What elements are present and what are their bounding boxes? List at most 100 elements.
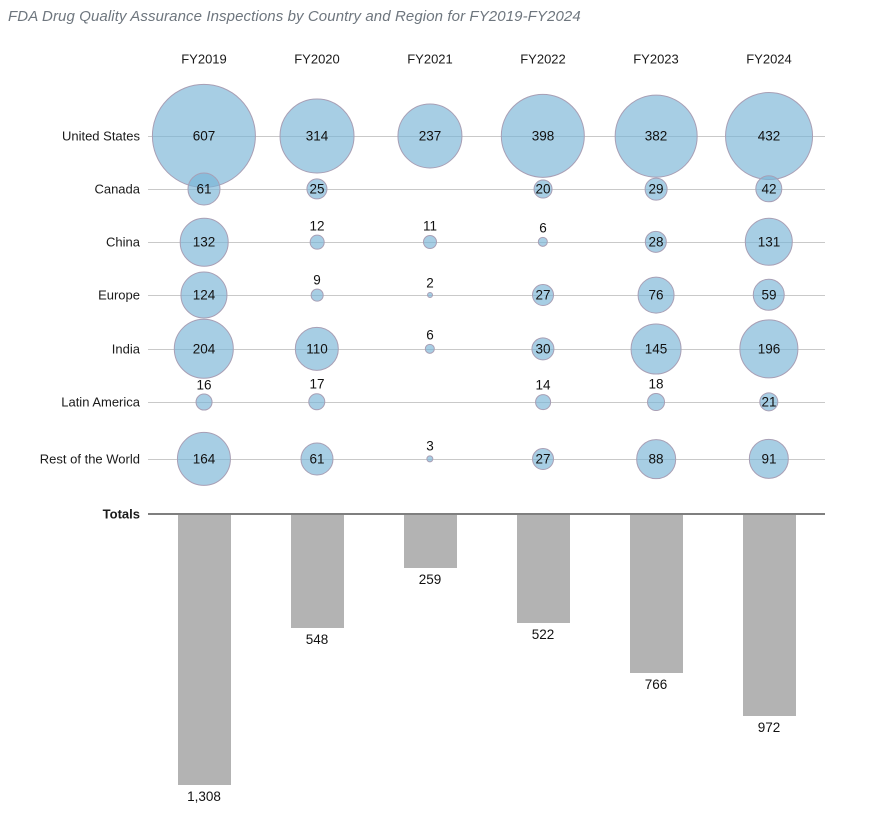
total-bar-label: 259	[418, 572, 442, 588]
bubble	[532, 284, 554, 306]
bubble-value-label: 16	[196, 377, 212, 393]
row-label: Rest of the World	[39, 451, 140, 467]
row-label: India	[111, 341, 140, 357]
bubble	[630, 323, 682, 375]
totals-row-label: Totals	[102, 506, 140, 522]
bubble-value-label: 27	[535, 451, 551, 467]
bubble	[637, 276, 675, 314]
bubble-value-label: 6	[426, 327, 434, 343]
bubble-value-label: 124	[192, 287, 216, 303]
bubble	[195, 393, 213, 411]
bubble	[310, 288, 324, 302]
bubble-value-label: 6	[539, 220, 547, 236]
bubble-value-label: 25	[309, 181, 325, 197]
bubble	[300, 442, 334, 476]
total-bar-label: 766	[644, 677, 668, 693]
totals-baseline	[148, 513, 825, 515]
column-header-fy2022: FY2022	[520, 51, 566, 67]
bubble-value-label: 145	[644, 341, 668, 357]
row-gridline	[148, 295, 825, 296]
bubble	[309, 234, 325, 250]
bubble	[759, 392, 779, 412]
bubble	[500, 93, 586, 179]
bubble-value-label: 20	[535, 181, 551, 197]
bubble-value-label: 17	[309, 376, 325, 392]
bubble-value-label: 61	[196, 181, 212, 197]
bubble-value-label: 382	[644, 128, 668, 144]
bubble	[397, 103, 463, 169]
bubble	[279, 98, 355, 174]
bubble	[531, 337, 555, 361]
bubble	[424, 343, 436, 355]
bubble	[636, 439, 676, 479]
bubble	[176, 431, 232, 487]
row-label: Latin America	[61, 394, 140, 410]
bubble-value-label: 88	[648, 451, 664, 467]
total-bar-label: 548	[305, 632, 329, 648]
row-gridline	[148, 189, 825, 190]
bubble	[537, 236, 549, 248]
bubble	[422, 234, 438, 250]
total-bar-label: 972	[757, 719, 781, 735]
row-gridline	[148, 349, 825, 350]
total-bar	[742, 515, 796, 716]
row-label: Europe	[98, 287, 140, 303]
bubble	[739, 319, 799, 379]
bubble-value-label: 398	[531, 128, 555, 144]
bubble-value-label: 11	[422, 218, 438, 234]
bubble	[644, 177, 668, 201]
row-label: United States	[61, 128, 140, 144]
total-bar-label: 522	[531, 626, 555, 642]
bubble	[744, 217, 794, 267]
bubble-value-label: 21	[761, 394, 777, 410]
bubble	[308, 393, 326, 411]
bubble-value-label: 237	[418, 128, 442, 144]
bubble-value-label: 18	[648, 376, 664, 392]
bubble	[725, 92, 813, 180]
row-gridline	[148, 402, 825, 403]
bubble	[748, 438, 790, 480]
bubble	[426, 455, 434, 463]
bubble	[187, 172, 221, 206]
bubble-value-label: 12	[309, 218, 325, 234]
bubble	[294, 326, 340, 372]
bubble	[306, 178, 328, 200]
row-label: Canada	[94, 181, 140, 197]
row-label: China	[106, 234, 140, 250]
column-header-fy2023: FY2023	[633, 51, 679, 67]
bubble	[755, 175, 783, 203]
bubble-value-label: 432	[757, 128, 781, 144]
bubble-value-label: 132	[192, 234, 216, 250]
bubble-value-label: 59	[761, 287, 777, 303]
bubble-value-label: 28	[648, 234, 664, 250]
bubble	[180, 271, 228, 319]
total-bar	[290, 515, 344, 629]
bubble-value-label: 29	[648, 181, 664, 197]
bubble	[647, 393, 665, 411]
bubble	[532, 448, 554, 470]
bubble-value-label: 42	[761, 181, 777, 197]
total-bar	[629, 515, 683, 674]
bubble-value-label: 30	[535, 341, 551, 357]
bubble	[614, 94, 698, 178]
row-gridline	[148, 242, 825, 243]
total-bar	[403, 515, 457, 569]
total-bar	[177, 515, 231, 785]
bubble-value-label: 314	[305, 128, 329, 144]
column-header-fy2020: FY2020	[294, 51, 340, 67]
bubble	[151, 83, 257, 189]
row-gridline	[148, 459, 825, 460]
bubble	[644, 230, 668, 254]
bubble-value-label: 3	[426, 438, 434, 454]
bubble-value-label: 110	[306, 341, 328, 357]
bubble-value-label: 607	[192, 128, 216, 144]
row-gridline	[148, 136, 825, 137]
bubble	[752, 278, 786, 312]
bubble-value-label: 91	[761, 451, 777, 467]
bubble	[535, 394, 551, 410]
bubble-value-label: 27	[535, 287, 551, 303]
column-header-fy2021: FY2021	[407, 51, 453, 67]
bubble-value-label: 196	[757, 341, 781, 357]
bubble	[533, 179, 553, 199]
